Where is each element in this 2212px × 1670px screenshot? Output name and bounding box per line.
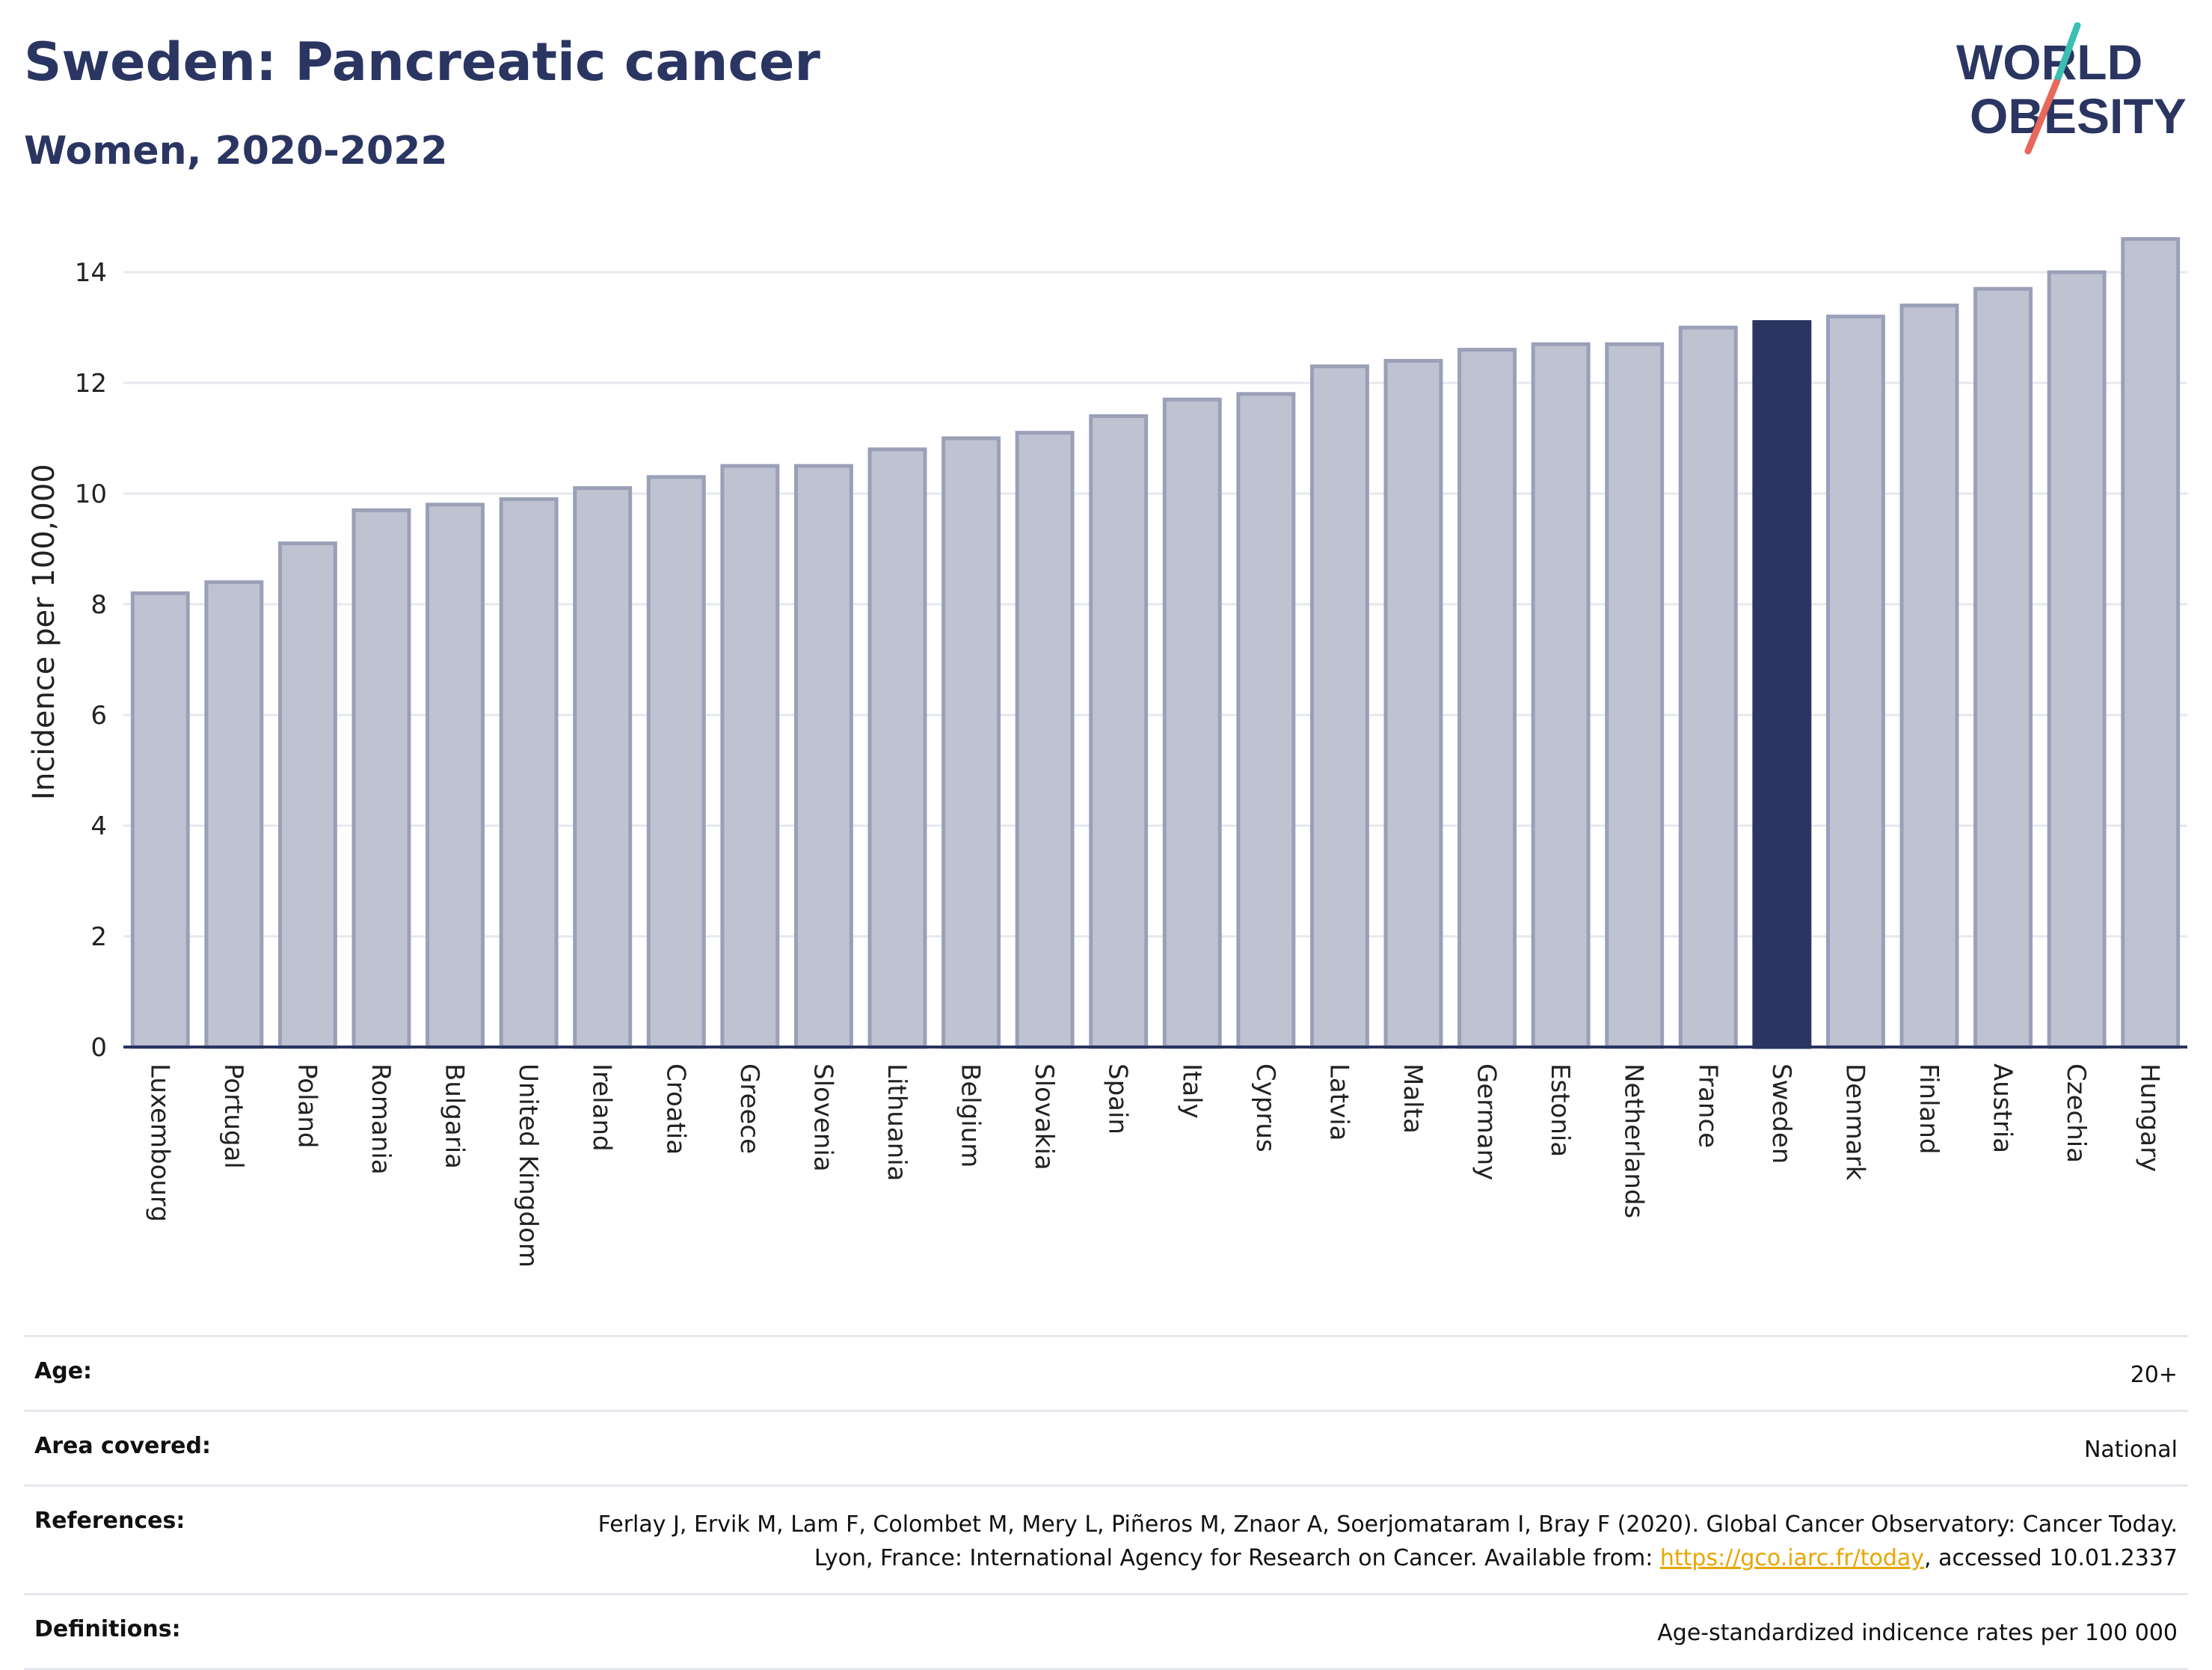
- area-value: National: [2083, 1437, 2178, 1463]
- bar-luxembourg: [130, 591, 190, 1049]
- age-label: Age:: [34, 1358, 93, 1384]
- logo-slash-coral: [2024, 79, 2060, 155]
- bar-slovakia: [1015, 431, 1075, 1049]
- x-tick-label: Ireland: [587, 1063, 617, 1152]
- meta-row-age: Age: 20+: [24, 1335, 2188, 1410]
- y-tick-label: 10: [75, 479, 107, 509]
- metadata-table: Age: 20+ Area covered: National Referenc…: [24, 1335, 2188, 1670]
- x-tick-label: Austria: [1988, 1063, 2018, 1153]
- x-tick-label: Italy: [1176, 1063, 1206, 1119]
- bar-belgium: [941, 436, 1001, 1049]
- x-tick-label: Slovenia: [808, 1063, 838, 1172]
- y-tick-label: 4: [90, 811, 107, 841]
- bar-germany: [1457, 348, 1517, 1049]
- bar-romania: [351, 508, 411, 1049]
- x-tick-label: Finland: [1914, 1063, 1944, 1155]
- bar-austria: [1973, 286, 2033, 1049]
- x-tick-label: Sweden: [1766, 1063, 1796, 1164]
- bars: [130, 237, 2181, 1049]
- bar-croatia: [646, 475, 706, 1049]
- x-tick-label: Denmark: [1840, 1063, 1870, 1181]
- definitions-label: Definitions:: [34, 1616, 181, 1642]
- x-tick-label: Romania: [366, 1063, 396, 1175]
- x-tick-label: Malta: [1398, 1063, 1428, 1134]
- x-tick-label: Czechia: [2061, 1063, 2091, 1163]
- bar-hungary: [2121, 237, 2181, 1049]
- bar-chart: 0 2 4 6 8 10 12 14 Luxembourg Portugal Poland Roman…: [27, 237, 2187, 1268]
- x-tick-label: Germany: [1472, 1063, 1502, 1180]
- bar-ireland: [573, 486, 633, 1049]
- y-axis-label: Incidence per 100,000: [27, 464, 61, 800]
- x-tick-label: Estonia: [1545, 1063, 1575, 1157]
- y-tick-label: 2: [90, 922, 107, 952]
- age-value: 20+: [2130, 1362, 2178, 1388]
- x-tick-label: Cyprus: [1250, 1063, 1280, 1152]
- bar-bulgaria: [425, 503, 485, 1049]
- chart-title: Sweden: Pancreatic cancer: [24, 31, 820, 93]
- logo-text-obesity: OBESITY: [1970, 88, 2187, 144]
- x-tick-label: Portugal: [218, 1063, 248, 1169]
- tick-labels: 0 2 4 6 8 10 12 14 Luxembourg Portugal Poland Roman…: [27, 258, 2165, 1268]
- y-tick-label: 12: [75, 369, 107, 399]
- area-label: Area covered:: [34, 1433, 211, 1459]
- bar-finland: [1899, 303, 1959, 1049]
- bar-sweden: [1752, 320, 1812, 1049]
- bar-cyprus: [1236, 392, 1296, 1049]
- y-tick-label: 6: [90, 701, 107, 731]
- bar-lithuania: [867, 447, 927, 1049]
- bar-slovenia: [793, 464, 853, 1049]
- x-tick-label: Spain: [1103, 1063, 1133, 1135]
- logo-slash-teal: [2053, 22, 2081, 86]
- bar-netherlands: [1605, 342, 1665, 1049]
- x-tick-label: Croatia: [660, 1063, 690, 1155]
- x-tick-label: France: [1692, 1063, 1722, 1148]
- y-tick-label: 8: [90, 590, 107, 620]
- meta-row-area: Area covered: National: [24, 1410, 2188, 1485]
- definitions-value: Age-standardized indicence rates per 100…: [1657, 1620, 2178, 1646]
- x-tick-label: Poland: [292, 1063, 322, 1149]
- x-tick-label: United Kingdom: [513, 1063, 543, 1268]
- x-tick-label: Greece: [734, 1063, 764, 1154]
- bar-latvia: [1309, 364, 1369, 1049]
- references-value: Ferlay J, Ervik M, Lam F, Colombet M, Me…: [570, 1508, 2178, 1575]
- bar-malta: [1383, 358, 1443, 1049]
- x-tick-label: Belgium: [956, 1063, 986, 1167]
- meta-row-definitions: Definitions: Age-standardized indicence …: [24, 1593, 2188, 1670]
- bar-poland: [277, 541, 337, 1049]
- x-tick-label: Slovakia: [1029, 1063, 1059, 1170]
- x-tick-label: Bulgaria: [440, 1063, 470, 1169]
- logo-text-world: WORLD: [1956, 34, 2142, 90]
- references-accessed: , accessed 10.01.2337: [1924, 1545, 2178, 1571]
- bar-united-kingdom: [499, 497, 559, 1049]
- references-link[interactable]: https://gco.iarc.fr/today: [1659, 1545, 1925, 1571]
- bar-estonia: [1531, 342, 1591, 1049]
- x-tick-label: Latvia: [1324, 1063, 1354, 1141]
- bar-portugal: [204, 580, 264, 1049]
- x-tick-label: Lithuania: [882, 1063, 912, 1181]
- chart-subtitle: Women, 2020-2022: [24, 129, 448, 174]
- x-tick-label: Luxembourg: [144, 1063, 174, 1222]
- meta-row-references: References: Ferlay J, Ervik M, Lam F, Co…: [24, 1485, 2188, 1593]
- bar-czechia: [2047, 270, 2107, 1049]
- y-tick-label: 0: [90, 1033, 107, 1063]
- bar-greece: [720, 464, 780, 1049]
- bar-france: [1678, 325, 1738, 1049]
- bar-denmark: [1825, 314, 1885, 1049]
- references-label: References:: [34, 1508, 185, 1534]
- references-text: Ferlay J, Ervik M, Lam F, Colombet M, Me…: [597, 1511, 2178, 1571]
- bar-spain: [1089, 414, 1149, 1049]
- x-tick-label: Hungary: [2135, 1063, 2165, 1172]
- bar-italy: [1162, 397, 1222, 1049]
- x-tick-label: Netherlands: [1619, 1063, 1649, 1218]
- world-obesity-logo: WORLD OBESITY: [1956, 22, 2187, 155]
- y-tick-label: 14: [75, 258, 107, 288]
